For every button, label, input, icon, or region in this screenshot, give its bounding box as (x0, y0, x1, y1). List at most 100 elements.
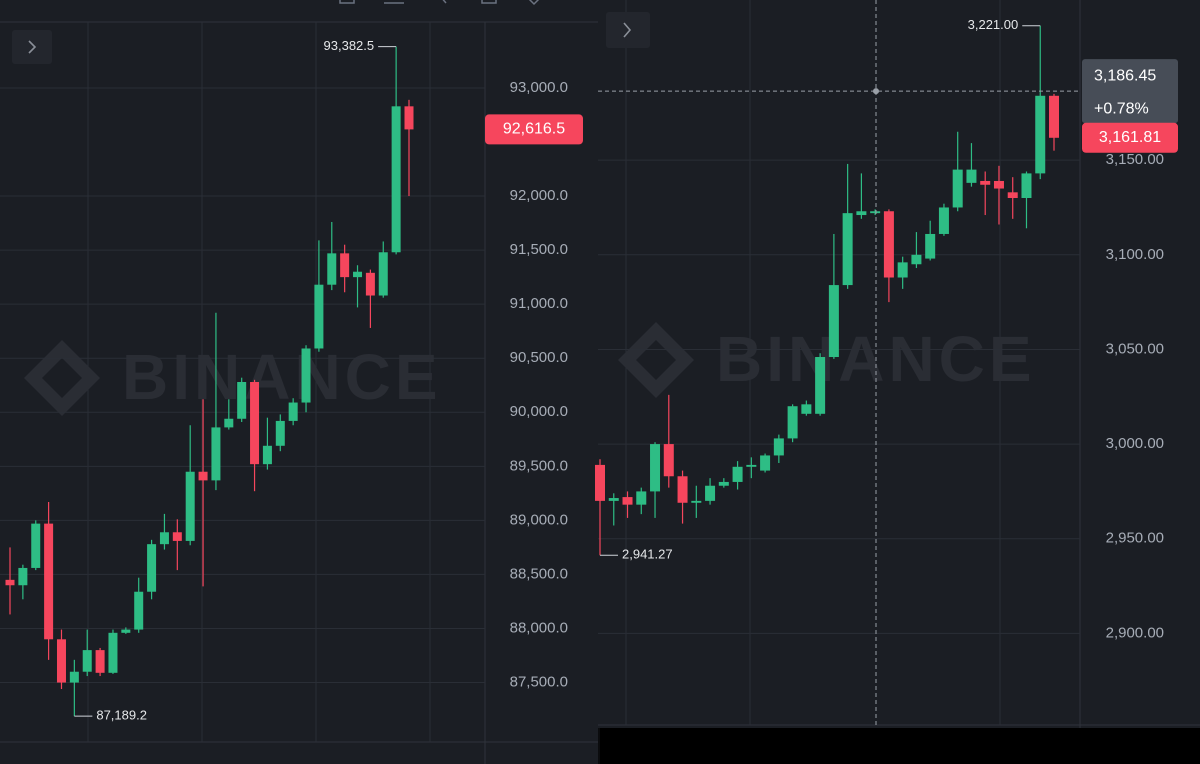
low-label: 87,189.2 (96, 708, 147, 723)
y-tick-label: 90,500.0 (510, 349, 568, 366)
candle-body (925, 233, 936, 259)
candle-body (691, 500, 702, 503)
candle-body (1021, 173, 1032, 199)
y-tick-label: 92,000.0 (510, 187, 568, 204)
candle-body (828, 285, 839, 358)
button-bg[interactable] (12, 30, 52, 64)
expand-button[interactable] (606, 12, 650, 48)
candle-body (595, 464, 605, 501)
candle-body (391, 106, 401, 253)
candle-body (237, 382, 247, 419)
candle-body (815, 357, 826, 414)
candle-body (224, 418, 234, 428)
candle-body (327, 253, 337, 285)
y-tick-label: 3,050.00 (1106, 340, 1164, 357)
low-label: 2,941.27 (622, 547, 673, 562)
candle-body (705, 485, 716, 501)
candle-body (870, 211, 881, 214)
toolbar-icon[interactable] (440, 0, 447, 4)
toolbar-icon[interactable] (481, 0, 497, 4)
y-tick-label: 3,000.00 (1106, 435, 1164, 452)
candle-body (159, 532, 169, 545)
y-tick-label: 88,500.0 (510, 565, 568, 582)
candle-body (622, 497, 633, 505)
chevron-icon[interactable] (28, 40, 37, 54)
price-tag-label: 92,616.5 (503, 121, 565, 138)
candle-body (966, 169, 977, 183)
candle-body (288, 402, 298, 421)
candle-body (404, 106, 414, 130)
candle-body (636, 491, 647, 505)
crosshair-change: +0.78% (1094, 100, 1149, 117)
candle-body (262, 445, 272, 465)
candle-body (650, 444, 661, 492)
candle-body (95, 650, 105, 673)
time-grid (87, 0, 1001, 742)
watermark-logo (24, 322, 694, 416)
candle-body (952, 169, 963, 208)
candle-body (760, 455, 771, 471)
candle-body (44, 523, 54, 640)
candle-body (56, 639, 66, 683)
toolbar-icon[interactable] (339, 0, 355, 4)
chevron-icon[interactable] (623, 22, 632, 38)
candle-body (108, 632, 118, 673)
candle-body (938, 207, 949, 234)
candle-body (746, 464, 757, 467)
y-tick-label: 3,150.00 (1106, 151, 1164, 168)
high-label: 93,382.5 (324, 38, 375, 53)
candle-body (198, 471, 208, 481)
candle-body (121, 629, 131, 633)
candle-body (787, 406, 798, 439)
candle-body (677, 476, 688, 503)
candle-body (5, 579, 15, 586)
y-tick-label: 87,500.0 (510, 674, 568, 691)
candle-body (718, 481, 729, 486)
candle-body (275, 420, 285, 446)
candle-body (340, 253, 350, 278)
y-tick-label: 88,000.0 (510, 619, 568, 636)
candle-body (1035, 95, 1046, 174)
candle-body (883, 211, 894, 278)
candle-body (134, 591, 144, 630)
y-tick-label: 90,000.0 (510, 403, 568, 420)
candle-body (314, 284, 324, 349)
candle-body (185, 471, 195, 541)
y-tick-label: 91,500.0 (510, 241, 568, 258)
y-tick-label: 89,000.0 (510, 511, 568, 528)
candle-body (993, 180, 1004, 189)
y-tick-label: 3,100.00 (1106, 246, 1164, 263)
high-label: 3,221.00 (968, 17, 1019, 32)
expand-button[interactable] (12, 30, 52, 64)
candle-body (69, 671, 79, 683)
candle-body (732, 466, 743, 482)
y-tick-label: 91,000.0 (510, 295, 568, 312)
y-tick-label: 2,900.00 (1106, 624, 1164, 641)
logo-shape (618, 322, 694, 398)
y-tick-label: 89,500.0 (510, 457, 568, 474)
candle-body (250, 382, 260, 465)
bottom-band (600, 728, 1200, 764)
candle-body (842, 213, 853, 286)
price-tag (1082, 122, 1178, 153)
watermark: BINANCE (716, 323, 1036, 395)
candle-body (1007, 192, 1018, 199)
candle-body (172, 532, 182, 541)
candle-body (911, 254, 922, 265)
candle-body (365, 272, 375, 296)
candle-body (608, 498, 619, 501)
candle-body (31, 523, 41, 568)
toolbar-icon[interactable] (528, 0, 540, 6)
candle-body (1049, 95, 1059, 138)
price-tag-label: 3,161.81 (1099, 129, 1161, 146)
crosshair-dot (873, 88, 879, 95)
candle-body (663, 444, 674, 477)
candle-body (211, 427, 221, 481)
candle-body (856, 211, 867, 216)
y-tick-label: 93,000.0 (510, 79, 568, 96)
y-tick-label: 2,950.00 (1106, 530, 1164, 547)
watermark: BINANCE (122, 341, 442, 413)
candle-body (353, 271, 363, 278)
button-bg[interactable] (606, 12, 650, 48)
